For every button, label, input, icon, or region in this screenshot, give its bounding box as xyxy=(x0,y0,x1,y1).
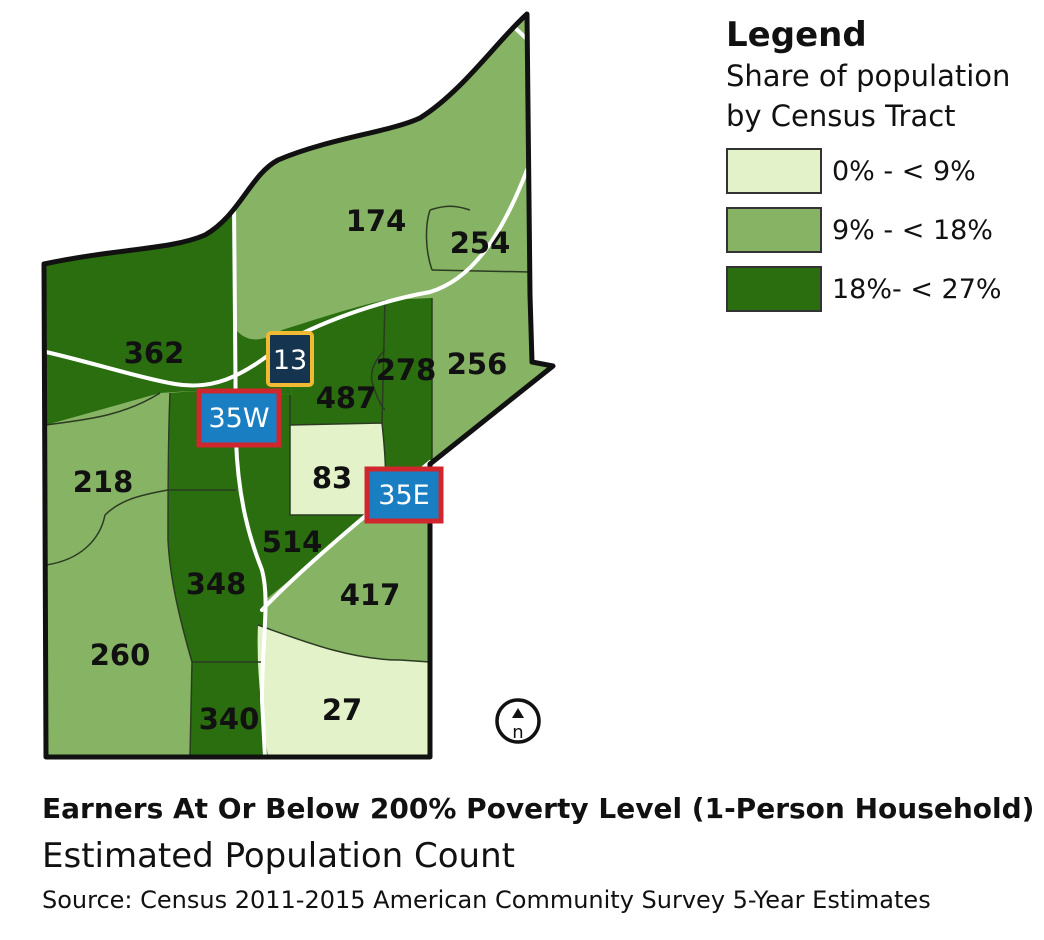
legend-swatch-low xyxy=(726,148,822,194)
county-boundary xyxy=(41,11,556,760)
tract-label-348: 348 xyxy=(186,567,247,601)
legend-subtitle-line2: by Census Tract xyxy=(726,99,956,133)
north-arrow-icon: n xyxy=(495,698,541,744)
legend-title: Legend xyxy=(726,15,867,55)
tract-label-278: 278 xyxy=(376,353,437,387)
tract-label-487: 487 xyxy=(316,381,377,415)
tract-362 xyxy=(44,205,292,425)
tract-83 xyxy=(290,423,386,515)
tract-label-27: 27 xyxy=(322,693,362,727)
tract-label-254: 254 xyxy=(450,226,511,260)
tract-340 xyxy=(190,662,268,757)
legend: Legend Share of population by Census Tra… xyxy=(726,14,1041,313)
tract-27 xyxy=(257,625,430,757)
tract-label-83: 83 xyxy=(312,461,352,495)
legend-item-high: 18%- < 27% xyxy=(726,265,1041,313)
legend-label-high: 18%- < 27% xyxy=(832,273,1002,305)
legend-item-low: 0% - < 9% xyxy=(726,147,1041,195)
tract-label-174: 174 xyxy=(346,204,407,238)
road-i35w xyxy=(232,203,268,759)
tract-label-514: 514 xyxy=(262,525,323,559)
legend-label-low: 0% - < 9% xyxy=(832,155,976,187)
map-subtitle: Estimated Population Count xyxy=(42,836,515,876)
tract-label-260: 260 xyxy=(90,638,151,672)
highway-35w-shield: 35W xyxy=(196,388,282,448)
legend-swatch-mid xyxy=(726,207,822,253)
tract-label-218: 218 xyxy=(73,465,134,499)
tract-label-256: 256 xyxy=(447,347,508,381)
highway-13-shield: 13 xyxy=(266,331,314,387)
legend-subtitle-line1: Share of population xyxy=(726,59,1011,93)
tract-label-340: 340 xyxy=(199,702,260,736)
north-arrow-label: n xyxy=(512,722,523,743)
map-title: Earners At Or Below 200% Poverty Level (… xyxy=(42,792,1035,825)
legend-swatch-high xyxy=(726,266,822,312)
legend-item-mid: 9% - < 18% xyxy=(726,206,1041,254)
highway-35e-label: 35E xyxy=(378,480,429,511)
source-note: Source: Census 2011-2015 American Commun… xyxy=(42,886,931,914)
tract-label-417: 417 xyxy=(340,578,401,612)
legend-label-mid: 9% - < 18% xyxy=(832,214,993,246)
highway-35w-label: 35W xyxy=(208,403,269,434)
highway-13-label: 13 xyxy=(273,345,307,376)
highway-35e-shield: 35E xyxy=(364,466,444,524)
tract-label-362: 362 xyxy=(124,336,185,370)
